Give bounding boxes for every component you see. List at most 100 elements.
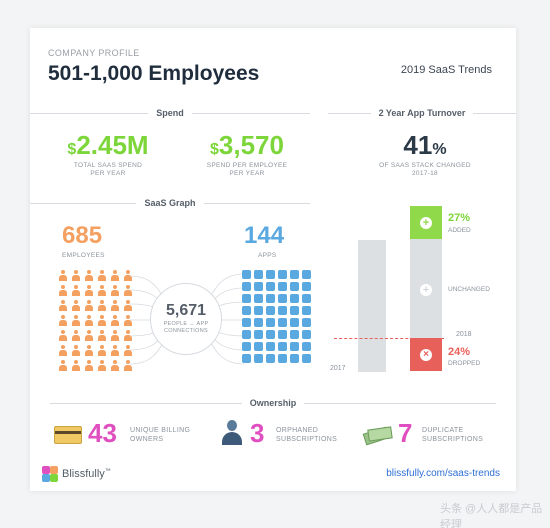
app-icon: [242, 306, 251, 315]
app-icon: [242, 282, 251, 291]
turnover-caption: OF SAAS STACK CHANGED 2017-18: [379, 162, 471, 178]
connections-caption: PEOPLE ↔ APP CONNECTIONS: [163, 320, 209, 334]
employee-icon-grid: [58, 270, 133, 372]
per-employee-spend-value: $3,570: [210, 130, 284, 160]
employee-icon: [84, 270, 94, 282]
page-title: 501-1,000 Employees: [48, 62, 260, 85]
employee-icon: [71, 315, 81, 327]
employee-icon: [123, 285, 133, 297]
app-icon: [290, 294, 299, 303]
employee-icon: [97, 300, 107, 312]
dropped-threshold-line: [334, 338, 444, 339]
app-icon: [242, 294, 251, 303]
employee-icon: [97, 270, 107, 282]
saas-graph-section-header: SaaS Graph: [30, 198, 310, 208]
blissfully-logo-icon: [42, 466, 58, 482]
app-icon: [278, 282, 287, 291]
per-employee-spend-caption: SPEND PER EMPLOYEE PER YEAR: [206, 162, 288, 178]
spend-section-label: Spend: [156, 108, 184, 118]
employee-icon: [123, 330, 133, 342]
person-icon: [220, 420, 244, 446]
app-icon: [254, 282, 263, 291]
saas-graph-section-label: SaaS Graph: [144, 198, 196, 208]
app-icon: [266, 270, 275, 279]
app-icon: [290, 330, 299, 339]
app-icon: [242, 342, 251, 351]
employee-icon: [84, 360, 94, 372]
app-icon: [266, 342, 275, 351]
employee-icon: [110, 330, 120, 342]
employee-icon: [84, 315, 94, 327]
plus-icon: +: [420, 217, 432, 229]
employee-icon: [110, 315, 120, 327]
app-icon: [290, 342, 299, 351]
remove-icon: ×: [420, 349, 432, 361]
per-employee-spend-block: $3,570 SPEND PER EMPLOYEE PER YEAR: [196, 132, 298, 179]
credit-card-icon: [54, 426, 82, 444]
app-icon: [266, 294, 275, 303]
bar-2017: [358, 240, 386, 372]
watermark-text: 头条 @人人都是产品经理: [440, 503, 543, 528]
money-icon: [362, 424, 393, 446]
company-profile-kicker: COMPANY PROFILE: [48, 48, 140, 58]
app-icon: [242, 330, 251, 339]
app-icon: [290, 282, 299, 291]
total-spend-block: $2.45M TOTAL SAAS SPEND PER YEAR: [58, 132, 158, 179]
app-icon: [242, 270, 251, 279]
turnover-value: 41%: [403, 130, 447, 160]
dropped-label: DROPPED: [448, 360, 481, 367]
employee-icon: [84, 345, 94, 357]
app-icon: [302, 342, 311, 351]
employee-icon: [84, 300, 94, 312]
app-icon: [254, 354, 263, 363]
total-spend-value: $2.45M: [67, 130, 149, 160]
orphaned-caption: ORPHANED SUBSCRIPTIONS: [276, 427, 338, 444]
app-icon: [242, 318, 251, 327]
app-icon: [254, 342, 263, 351]
employee-icon: [71, 270, 81, 282]
employee-icon: [71, 360, 81, 372]
app-icon: [302, 282, 311, 291]
app-icon: [266, 306, 275, 315]
billing-owners-caption: UNIQUE BILLING OWNERS: [130, 427, 191, 444]
employee-icon: [58, 270, 68, 282]
app-icon: [290, 306, 299, 315]
employee-icon: [123, 300, 133, 312]
app-icon: [290, 270, 299, 279]
employees-label: EMPLOYEES: [62, 252, 105, 259]
app-icon: [290, 354, 299, 363]
apps-label: APPS: [258, 252, 277, 259]
app-icon: [266, 354, 275, 363]
app-icon: [290, 318, 299, 327]
app-icon: [302, 294, 311, 303]
spend-section-header: Spend: [30, 108, 311, 118]
employee-icon: [123, 345, 133, 357]
employee-icon: [58, 345, 68, 357]
trends-label: 2019 SaaS Trends: [400, 64, 492, 76]
connections-value: 5,671: [165, 301, 207, 319]
turnover-block: 41% OF SAAS STACK CHANGED 2017-18: [350, 132, 500, 179]
employee-icon: [110, 345, 120, 357]
duplicate-caption: DUPLICATE SUBSCRIPTIONS: [422, 427, 484, 444]
employee-icon: [97, 360, 107, 372]
employee-icon: [58, 315, 68, 327]
employee-icon: [97, 345, 107, 357]
dropped-segment: ×: [410, 338, 442, 371]
blissfully-url-link[interactable]: blissfully.com/saas-trends: [386, 468, 500, 479]
employee-icon: [71, 345, 81, 357]
dropped-pct: 24%: [448, 346, 471, 358]
apps-value: 144: [244, 222, 285, 249]
employee-icon: [71, 285, 81, 297]
app-icon: [302, 306, 311, 315]
employee-icon: [97, 330, 107, 342]
app-icon: [242, 354, 251, 363]
unchanged-label: UNCHANGED: [448, 286, 490, 293]
app-icon: [254, 318, 263, 327]
added-pct: 27%: [448, 212, 471, 224]
app-icon: [278, 318, 287, 327]
employee-icon: [71, 300, 81, 312]
employee-icon: [123, 360, 133, 372]
app-icon: [302, 330, 311, 339]
employee-icon: [84, 285, 94, 297]
total-spend-caption: TOTAL SAAS SPEND PER YEAR: [73, 162, 143, 178]
